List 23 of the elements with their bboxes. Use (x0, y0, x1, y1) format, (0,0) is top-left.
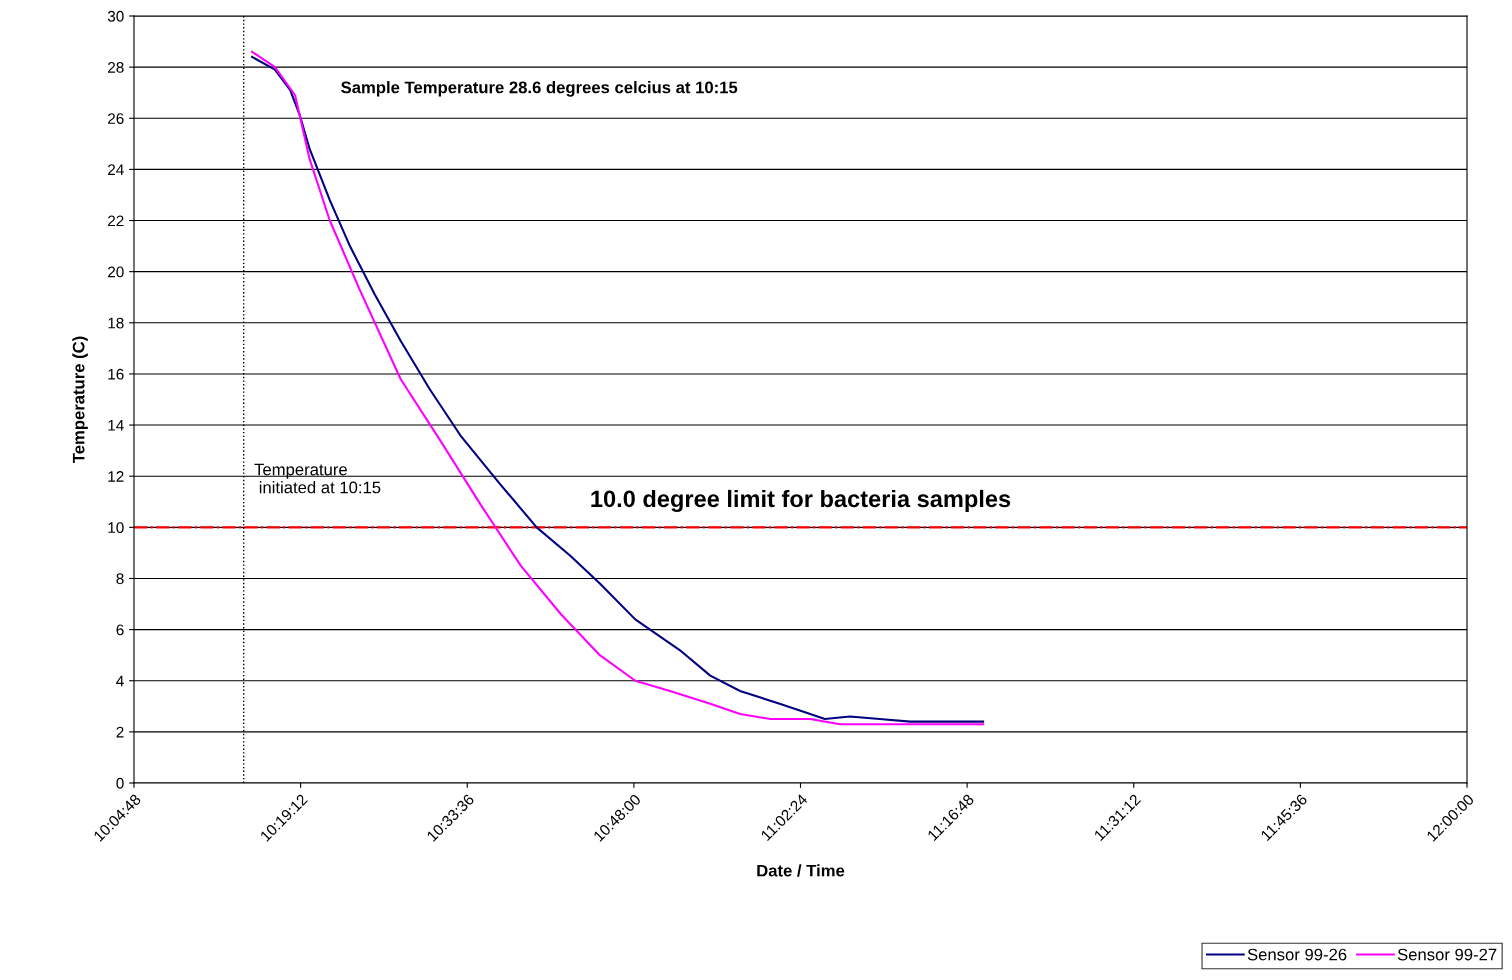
y-tick-label: 16 (108, 368, 124, 380)
y-tick-label: 28 (108, 62, 124, 73)
y-tick-label: 6 (116, 624, 124, 636)
y-tick-label: 18 (108, 317, 124, 329)
y-tick-label: 26 (108, 113, 124, 124)
x-axis-title: Date / Time (757, 864, 845, 877)
y-tick-label: 30 (107, 10, 124, 22)
y-tick-label: 0 (116, 777, 124, 789)
y-tick-label: 20 (108, 266, 124, 278)
y-tick-label: 22 (108, 215, 124, 227)
y-axis-title: Temperature (C) (72, 336, 88, 464)
ref-line-label: 10.0 degree limit for bacteria samples (591, 489, 1011, 512)
y-tick-label: 12 (108, 471, 124, 482)
y-tick-label: 4 (116, 675, 124, 687)
legend-label: Sensor 99-26 (1247, 948, 1347, 961)
y-tick-label: 10 (108, 522, 124, 534)
legend-label: Sensor 99-27 (1397, 948, 1497, 961)
y-tick-label: 14 (108, 420, 124, 431)
y-tick-label: 24 (108, 164, 124, 175)
annotation: Sample Temperature 28.6 degrees celcius at 10:15 (341, 81, 738, 97)
y-tick-label: 8 (116, 573, 124, 585)
y-tick-label: 2 (116, 726, 124, 738)
ref-line-label: Temperature initiated at 10:15 (254, 463, 381, 494)
